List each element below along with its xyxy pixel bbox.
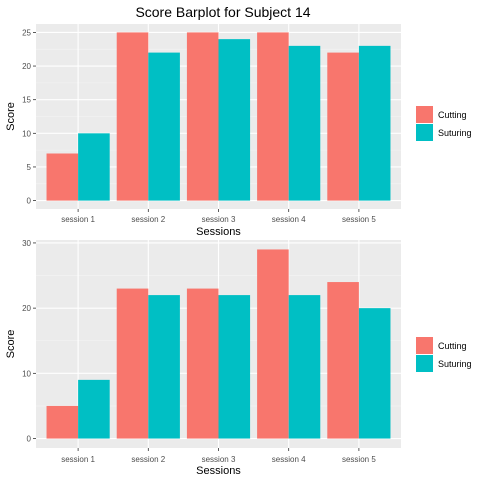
bar-suturing-2 [148,295,180,439]
y-tick-label: 15 [22,96,31,105]
bar-suturing-2 [148,52,180,201]
x-tick-label: session 5 [342,215,376,224]
x-axis-title: Sessions [196,465,241,477]
bar-cutting-3 [186,288,219,439]
bar-suturing-1 [78,379,110,439]
x-tick-label: session 3 [202,455,236,464]
bar-suturing-4 [288,295,321,439]
bar-suturing-1 [78,133,110,201]
bar-cutting-2 [116,288,149,439]
x-tick-label: session 2 [131,215,165,224]
x-tick-label: session 1 [61,455,95,464]
y-axis-title: Score [5,330,17,359]
chart-title: Score Barplot for Subject 14 [135,4,310,20]
bar-cutting-4 [257,249,289,439]
legend-label-suturing: Suturing [438,359,472,369]
bar-cutting-3 [186,32,219,201]
x-tick-label: session 1 [61,215,95,224]
y-tick-label: 10 [22,369,31,378]
bar-cutting-5 [327,282,359,439]
y-tick-label: 5 [27,163,32,172]
legend-label-cutting: Cutting [438,110,467,120]
y-tick-label: 30 [22,239,31,248]
y-tick-label: 0 [27,435,32,444]
legend-key-suturing [416,124,433,141]
y-tick-label: 20 [22,62,31,71]
bar-cutting-2 [116,32,149,201]
bar-cutting-1 [46,153,79,201]
x-tick-label: session 4 [272,215,306,224]
x-tick-label: session 2 [131,455,165,464]
bar-suturing-4 [288,45,321,201]
legend-key-cutting [416,337,433,354]
y-axis-title: Score [5,102,17,131]
y-tick-label: 25 [22,28,31,37]
y-tick-label: 20 [22,304,31,313]
x-axis-title: Sessions [196,226,241,238]
bar-cutting-5 [327,52,359,201]
chart-panel-1: 0 5 10 15 20 25 session 1 session 2 session 3 ses… [5,24,472,238]
bar-suturing-5 [358,45,391,201]
bar-cutting-4 [257,32,289,201]
bar-cutting-1 [46,405,79,439]
x-tick-label: session 5 [342,455,376,464]
bar-suturing-3 [218,295,251,439]
legend-label-cutting: Cutting [438,341,467,351]
y-tick-label: 0 [27,197,32,206]
x-tick-label: session 4 [272,455,306,464]
x-tick-label: session 3 [202,215,236,224]
bar-suturing-3 [218,39,251,201]
bar-suturing-5 [358,308,391,439]
legend: Cutting Suturing [416,106,472,141]
chart-panel-2: 0 10 20 30 session 1 session 2 session 3 sessio… [5,239,472,477]
legend-key-cutting [416,106,433,123]
legend: Cutting Suturing [416,337,472,372]
legend-label-suturing: Suturing [438,128,472,138]
y-tick-label: 10 [22,129,31,138]
legend-key-suturing [416,355,433,372]
